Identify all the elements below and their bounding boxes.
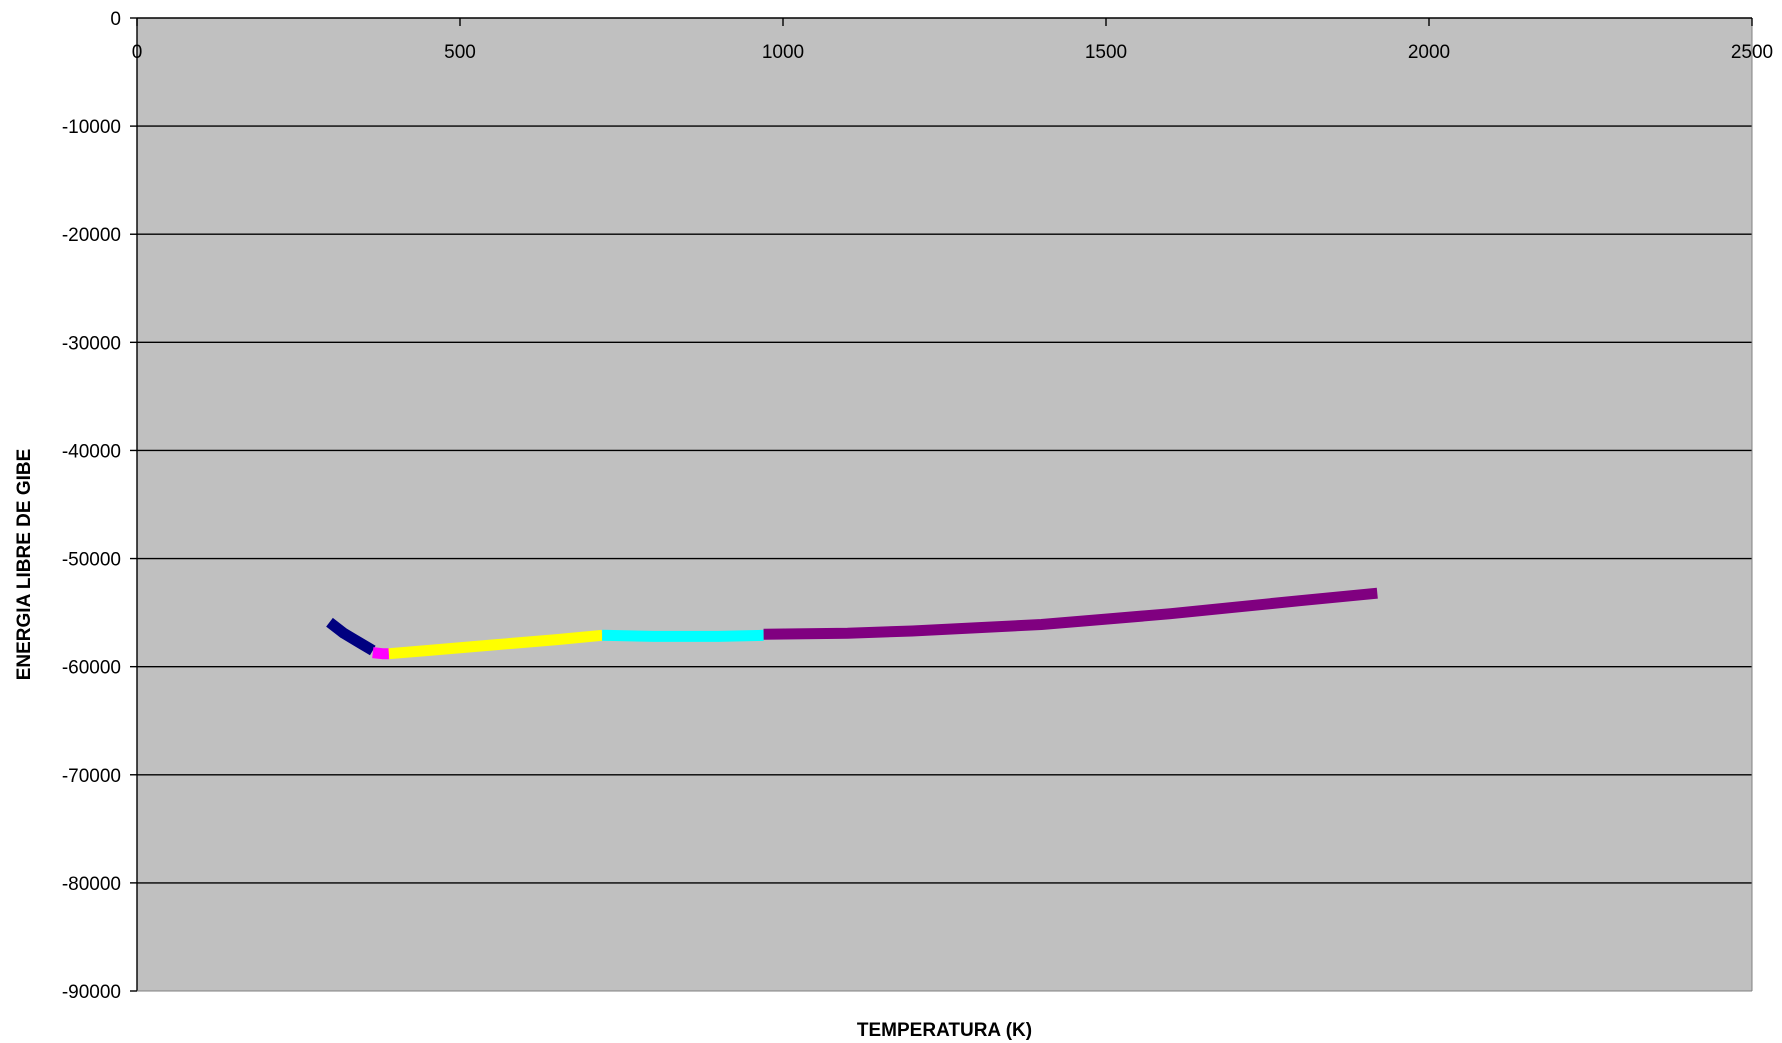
y-tick-labels: 0 -10000 -20000 -30000 -40000 -50000 -60000 -70…: [62, 9, 121, 1003]
y-tick-label-5: -50000: [62, 550, 121, 571]
series-line-2: [388, 629, 603, 660]
x-axis-title: TEMPERATURA (K): [857, 1020, 1032, 1041]
y-axis-title: ENERGIA LIBRE DE GIBE: [14, 449, 35, 681]
x-tick-label-1: 500: [444, 42, 476, 63]
x-tick-label-5: 2500: [1731, 42, 1773, 63]
x-tick-label-4: 2000: [1408, 42, 1450, 63]
y-tick-label-2: -20000: [62, 225, 121, 246]
series-line-3: [601, 629, 764, 642]
axes-layer: [130, 17, 1753, 992]
series-line-4: [763, 587, 1378, 640]
y-tick-label-4: -40000: [62, 441, 121, 462]
y-tick-label-0: 0: [110, 9, 121, 30]
series-line-1: [372, 647, 389, 660]
grid-lines: [137, 125, 1752, 884]
y-tick-label-9: -90000: [62, 982, 121, 1003]
x-tick-label-3: 1500: [1085, 42, 1127, 63]
series-line-0: [326, 617, 376, 656]
y-tick-label-8: -80000: [62, 874, 121, 895]
y-tick-label-1: -10000: [62, 117, 121, 138]
y-tick-label-7: -70000: [62, 766, 121, 787]
x-tick-label-2: 1000: [762, 42, 804, 63]
y-tick-label-3: -30000: [62, 333, 121, 354]
series-layer: [326, 587, 1378, 660]
y-tick-label-6: -60000: [62, 658, 121, 679]
plot-area: [137, 18, 1752, 991]
x-tick-labels: 0 500 1000 1500 2000 2500: [132, 42, 1773, 63]
x-tick-label-0: 0: [132, 42, 143, 63]
